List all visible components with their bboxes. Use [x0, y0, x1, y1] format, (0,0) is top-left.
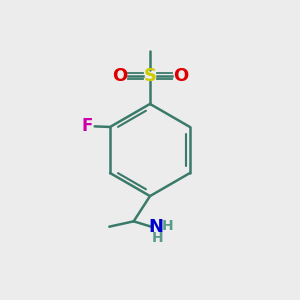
- Text: O: O: [173, 67, 188, 85]
- Text: S: S: [143, 67, 157, 85]
- Text: O: O: [112, 67, 127, 85]
- Text: F: F: [82, 117, 93, 135]
- Text: N: N: [148, 218, 164, 236]
- Text: H: H: [161, 219, 173, 233]
- Text: H: H: [152, 231, 163, 245]
